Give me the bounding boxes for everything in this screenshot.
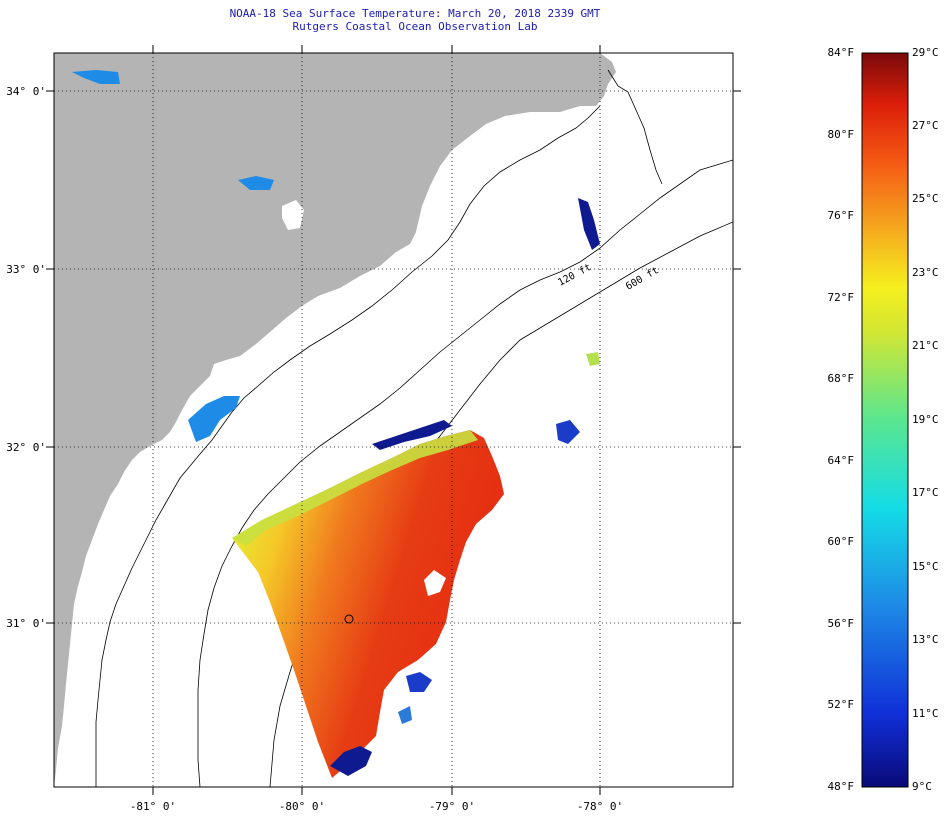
cold-patch-north [372, 420, 452, 450]
colorbar [861, 52, 909, 788]
colorbar-f-64: 64°F [827, 454, 855, 467]
map-border [53, 52, 734, 788]
colorbar-c-21: 21°C [912, 339, 939, 352]
cold-patch-offshore [406, 672, 432, 692]
colorbar-f-76: 76°F [827, 209, 855, 222]
lon-label-79: -79° 0' [428, 800, 476, 813]
lon-label-78: -78° 0' [576, 800, 624, 813]
colorbar-c-15: 15°C [912, 560, 939, 573]
colorbar-c-23: 23°C [912, 266, 939, 279]
colorbar-f-68: 68°F [827, 372, 855, 385]
isobath-120ft [197, 159, 733, 787]
colorbar-f-48: 48°F [827, 780, 855, 793]
lat-label-32: 32° 0' [6, 441, 46, 454]
lon-label-80: -80° 0' [278, 800, 326, 813]
colorbar-c-19: 19°C [912, 413, 939, 426]
buoy-marker [344, 614, 354, 624]
cold-patch-inland [238, 176, 274, 190]
colorbar-f-72: 72°F [827, 291, 855, 304]
colorbar-c-29: 29°C [912, 46, 939, 59]
colorbar-c-27: 27°C [912, 119, 939, 132]
cold-patch-south [330, 746, 372, 776]
colorbar-c-17: 17°C [912, 486, 939, 499]
lat-label-31: 31° 0' [6, 617, 46, 630]
coastline [95, 105, 601, 787]
colorbar-f-60: 60°F [827, 535, 855, 548]
colorbar-c-25: 25°C [912, 192, 939, 205]
cloud-gap [424, 570, 446, 596]
map-subtitle: Rutgers Coastal Ocean Observation Lab [292, 20, 538, 33]
colorbar-c-13: 13°C [912, 633, 939, 646]
colorbar-f-52: 52°F [827, 698, 855, 711]
lon-label-81: -81° 0' [129, 800, 177, 813]
colorbar-c-9: 9°C [912, 780, 932, 793]
lat-label-33: 33° 0' [6, 263, 46, 276]
colorbar-f-84: 84°F [827, 46, 855, 59]
colorbar-f-80: 80°F [827, 128, 855, 141]
cold-patch-coast [188, 396, 240, 442]
axis-ticks [46, 45, 741, 795]
colorbar-f-56: 56°F [827, 617, 855, 630]
lat-label-34: 34° 0' [6, 85, 46, 98]
cold-patch-small [398, 706, 412, 724]
land-mass [54, 53, 616, 787]
colorbar-c-11: 11°C [912, 707, 939, 720]
sst-swath [232, 430, 504, 778]
cold-patch-topleft [72, 70, 120, 84]
map-title: NOAA-18 Sea Surface Temperature: March 2… [229, 7, 601, 20]
warm-patch-east [586, 352, 600, 366]
sst-cool-edge [232, 430, 478, 546]
cold-patch-northeast [578, 198, 600, 250]
coastline-nc [607, 69, 663, 185]
cloud-gap-2 [282, 200, 304, 230]
cold-patch-east [556, 420, 580, 444]
